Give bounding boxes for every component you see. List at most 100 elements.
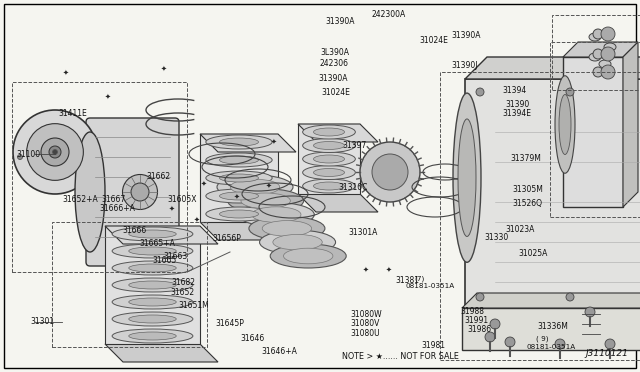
Text: 31646: 31646 bbox=[240, 334, 264, 343]
Polygon shape bbox=[200, 222, 296, 240]
Circle shape bbox=[372, 154, 408, 190]
Ellipse shape bbox=[220, 174, 259, 182]
Text: ✦: ✦ bbox=[194, 217, 200, 222]
Ellipse shape bbox=[17, 154, 22, 160]
Text: 31667: 31667 bbox=[101, 195, 125, 203]
Ellipse shape bbox=[303, 166, 355, 180]
Ellipse shape bbox=[112, 312, 193, 326]
Ellipse shape bbox=[129, 230, 176, 238]
Ellipse shape bbox=[129, 264, 176, 272]
Ellipse shape bbox=[129, 315, 176, 323]
Ellipse shape bbox=[314, 169, 344, 176]
Circle shape bbox=[476, 88, 484, 96]
Ellipse shape bbox=[52, 150, 58, 154]
Text: 31397: 31397 bbox=[342, 141, 367, 150]
Ellipse shape bbox=[314, 182, 344, 190]
Ellipse shape bbox=[230, 179, 280, 195]
Ellipse shape bbox=[49, 146, 61, 158]
Text: 31394: 31394 bbox=[502, 86, 527, 94]
Ellipse shape bbox=[599, 60, 611, 68]
Ellipse shape bbox=[303, 179, 355, 193]
Text: 31988: 31988 bbox=[461, 307, 485, 316]
Circle shape bbox=[593, 49, 603, 59]
Text: 31666: 31666 bbox=[123, 226, 147, 235]
Ellipse shape bbox=[217, 175, 293, 199]
Text: 31390A: 31390A bbox=[319, 74, 348, 83]
Ellipse shape bbox=[303, 138, 355, 153]
Text: 08181-0351A: 08181-0351A bbox=[405, 283, 454, 289]
Text: 31646+A: 31646+A bbox=[261, 347, 297, 356]
Ellipse shape bbox=[604, 43, 616, 51]
Text: 31682: 31682 bbox=[172, 278, 196, 287]
Text: 242300A: 242300A bbox=[371, 10, 406, 19]
Ellipse shape bbox=[220, 138, 259, 146]
Text: 31665+A: 31665+A bbox=[140, 239, 175, 248]
Ellipse shape bbox=[238, 203, 314, 227]
Ellipse shape bbox=[228, 189, 303, 213]
Ellipse shape bbox=[220, 210, 259, 218]
Text: 31080W: 31080W bbox=[351, 310, 382, 319]
Ellipse shape bbox=[589, 33, 601, 41]
Text: 31381: 31381 bbox=[396, 276, 420, 285]
Text: 242306: 242306 bbox=[320, 59, 349, 68]
Bar bbox=[105, 226, 200, 344]
Text: ✦: ✦ bbox=[271, 138, 277, 144]
Ellipse shape bbox=[27, 124, 83, 180]
Ellipse shape bbox=[129, 298, 176, 306]
Polygon shape bbox=[298, 124, 378, 142]
Bar bbox=[52, 222, 207, 347]
Polygon shape bbox=[105, 226, 218, 244]
Ellipse shape bbox=[206, 171, 272, 185]
Text: 31605X: 31605X bbox=[168, 195, 197, 203]
Text: 31651M: 31651M bbox=[178, 301, 209, 310]
Ellipse shape bbox=[555, 76, 575, 173]
Bar bbox=[200, 134, 278, 222]
Text: 31080V: 31080V bbox=[351, 319, 380, 328]
Text: 31981: 31981 bbox=[421, 341, 445, 350]
Text: 31390A: 31390A bbox=[451, 31, 481, 40]
Text: ✦: ✦ bbox=[363, 267, 369, 273]
Ellipse shape bbox=[206, 207, 272, 221]
Text: 31100: 31100 bbox=[16, 150, 40, 159]
Text: 31080U: 31080U bbox=[351, 329, 380, 338]
Ellipse shape bbox=[112, 244, 193, 258]
Bar bbox=[440, 72, 640, 360]
Ellipse shape bbox=[273, 234, 323, 250]
Polygon shape bbox=[623, 42, 638, 207]
Polygon shape bbox=[563, 42, 638, 57]
Circle shape bbox=[505, 337, 515, 347]
Polygon shape bbox=[105, 344, 218, 362]
Polygon shape bbox=[200, 134, 296, 152]
Circle shape bbox=[593, 67, 603, 77]
Text: 31665: 31665 bbox=[152, 256, 177, 265]
Ellipse shape bbox=[220, 192, 259, 200]
Ellipse shape bbox=[206, 153, 272, 167]
Bar bbox=[462, 308, 640, 350]
Text: 31411E: 31411E bbox=[59, 109, 88, 118]
Text: 31330: 31330 bbox=[484, 233, 509, 242]
Ellipse shape bbox=[220, 156, 259, 164]
Text: 31025A: 31025A bbox=[518, 249, 548, 258]
Text: 31526Q: 31526Q bbox=[512, 199, 542, 208]
Ellipse shape bbox=[112, 295, 193, 309]
Ellipse shape bbox=[241, 193, 291, 209]
Text: ✦: ✦ bbox=[386, 267, 392, 273]
Ellipse shape bbox=[129, 332, 176, 340]
Text: 31652+A: 31652+A bbox=[63, 195, 99, 203]
Ellipse shape bbox=[206, 189, 272, 203]
Text: 31991: 31991 bbox=[464, 316, 488, 325]
Ellipse shape bbox=[75, 132, 105, 252]
Ellipse shape bbox=[122, 174, 157, 209]
Bar bbox=[550, 42, 640, 217]
Text: 31305M: 31305M bbox=[512, 185, 543, 194]
Text: ✦: ✦ bbox=[168, 205, 175, 211]
Ellipse shape bbox=[112, 278, 193, 292]
Text: 31394E: 31394E bbox=[502, 109, 531, 118]
Polygon shape bbox=[298, 194, 378, 212]
Ellipse shape bbox=[112, 227, 193, 241]
Ellipse shape bbox=[314, 141, 344, 150]
Text: NOTE > ★...... NOT FOR SALE: NOTE > ★...... NOT FOR SALE bbox=[342, 352, 460, 360]
Text: 31652: 31652 bbox=[171, 288, 195, 296]
Ellipse shape bbox=[112, 329, 193, 343]
Text: 31656P: 31656P bbox=[212, 234, 241, 243]
